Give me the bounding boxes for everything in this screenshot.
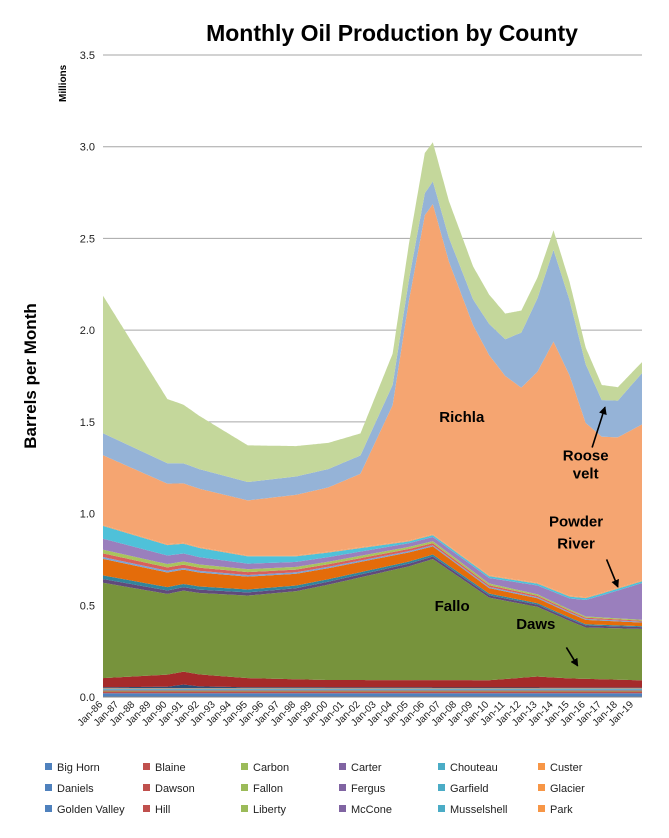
legend-swatch — [538, 763, 545, 770]
legend-item-label: Carbon — [253, 762, 289, 774]
area-carbon — [103, 690, 642, 692]
area-daniels — [103, 684, 642, 689]
legend-item-label: Golden Valley — [57, 804, 125, 816]
annotation-arrow — [605, 559, 619, 588]
legend-item-label: Musselshell — [450, 804, 507, 816]
area-fergus — [103, 556, 642, 629]
legend: Big Horn Blaine Carbon Carter Chouteau Custer… — [45, 762, 585, 816]
legend-item-label: Dawson — [155, 783, 195, 795]
area-big-horn — [103, 693, 642, 697]
y-tick-labels: 0.0 0.5 1.0 1.5 2.0 2.5 3.0 3.5 — [80, 50, 95, 704]
legend-item-label: Blaine — [155, 762, 186, 774]
legend-item-label: Liberty — [253, 804, 287, 816]
legend-item-label: Daniels — [57, 783, 94, 795]
y-axis-label: Barrels per Month — [21, 303, 40, 448]
legend-item-label: Hill — [155, 804, 170, 816]
legend-item-label: Custer — [550, 762, 583, 774]
legend-item-label: Chouteau — [450, 762, 498, 774]
legend-swatch — [45, 805, 52, 812]
legend-item-label: Garfield — [450, 783, 489, 795]
legend-swatch — [45, 763, 52, 770]
annotation-label: River — [557, 535, 595, 552]
annotations: Richla Roose velt Powder River Fallo Daws — [435, 406, 619, 667]
legend-item-label: Carter — [351, 762, 382, 774]
legend-swatch — [143, 805, 150, 812]
legend-swatch — [143, 784, 150, 791]
annotation-label: Daws — [516, 616, 555, 633]
legend-swatch — [339, 763, 346, 770]
legend-swatch — [438, 805, 445, 812]
area-glacier — [103, 546, 642, 627]
y-tick-label: 3.5 — [80, 50, 95, 62]
legend-swatch — [143, 763, 150, 770]
y-tick-label: 0.5 — [80, 600, 95, 612]
legend-swatch — [241, 763, 248, 770]
area-mccone — [103, 537, 642, 620]
annotation-arrow — [565, 647, 579, 667]
area-dawson — [103, 671, 642, 688]
legend-swatch — [241, 805, 248, 812]
area-carter — [103, 689, 642, 691]
y-tick-label: 2.5 — [80, 233, 95, 245]
legend-swatch — [241, 784, 248, 791]
y-tick-label: 1.5 — [80, 417, 95, 429]
legend-swatch — [538, 805, 545, 812]
legend-swatch — [438, 784, 445, 791]
annotation-label: Powder — [549, 513, 603, 530]
legend-item-label: McCone — [351, 804, 392, 816]
y-tick-label: 1.0 — [80, 509, 95, 521]
legend-swatch — [538, 784, 545, 791]
legend-swatch — [45, 784, 52, 791]
area-blaine — [103, 691, 642, 694]
annotation-label: Fallo — [435, 598, 470, 615]
legend-item-label: Park — [550, 804, 573, 816]
legend-swatch — [339, 805, 346, 812]
area-roosevelt — [103, 181, 642, 501]
legend-swatch — [339, 784, 346, 791]
y-tick-label: 0.0 — [80, 692, 95, 704]
annotation-label: velt — [573, 466, 599, 483]
stacked-areas — [103, 142, 642, 697]
y-tick-label: 2.0 — [80, 325, 95, 337]
area-chouteau — [103, 688, 642, 690]
y-tick-label: 3.0 — [80, 142, 95, 154]
chart-title: Monthly Oil Production by County — [206, 20, 578, 46]
area-fallon — [103, 559, 642, 681]
x-tick-labels: Jan-86Jan-87Jan-88Jan-89Jan-90Jan-91Jan-… — [76, 699, 637, 729]
area-custer — [103, 688, 642, 689]
legend-item-label: Big Horn — [57, 762, 100, 774]
annotation-label: Roose — [563, 447, 609, 464]
area-richland — [103, 204, 642, 598]
area-other-counties — [103, 142, 642, 483]
annotation-arrow — [591, 406, 607, 448]
legend-item-label: Fallon — [253, 783, 283, 795]
y-unit-label: Millions — [58, 64, 69, 102]
legend-item-label: Glacier — [550, 783, 585, 795]
legend-swatch — [438, 763, 445, 770]
legend-item-label: Fergus — [351, 783, 386, 795]
annotation-label: Richla — [439, 409, 485, 426]
